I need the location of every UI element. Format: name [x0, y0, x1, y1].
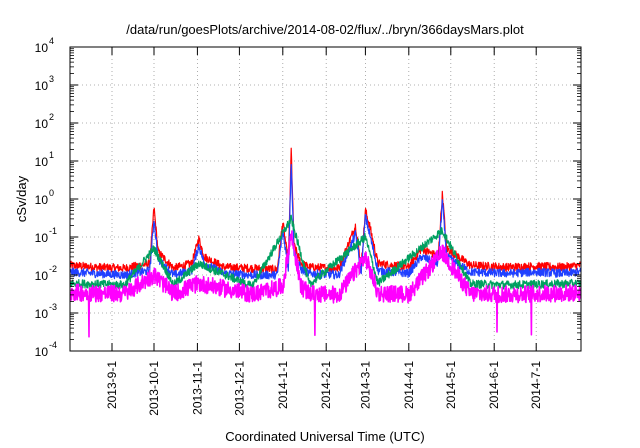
- y-tick-label: 10 0: [35, 188, 54, 207]
- y-tick-base: 10: [35, 79, 49, 93]
- y-tick-exponent: 1: [49, 150, 54, 160]
- y-tick-label: 10 -3: [35, 302, 57, 321]
- grid: [70, 47, 581, 351]
- y-tick-label: 10 2: [35, 112, 54, 131]
- y-tick-exponent: -1: [49, 226, 57, 236]
- axis-ticks: [70, 46, 581, 352]
- y-tick-label: 10 -1: [35, 226, 57, 245]
- y-tick-base: 10: [35, 41, 49, 55]
- y-tick-label: 10 -4: [35, 340, 57, 359]
- y-tick-label: 10 4: [35, 36, 54, 55]
- y-tick-base: 10: [35, 117, 49, 131]
- y-tick-exponent: 4: [49, 36, 54, 46]
- y-tick-base: 10: [35, 155, 49, 169]
- y-tick-label: 10 3: [35, 74, 54, 93]
- x-tick-label: 2014-3-1: [358, 361, 372, 409]
- y-tick-exponent: -3: [49, 302, 57, 312]
- y-tick-base: 10: [35, 307, 49, 321]
- y-tick-base: 10: [35, 345, 49, 359]
- x-tick-label: 2014-5-1: [444, 361, 458, 409]
- y-tick-exponent: 0: [49, 188, 54, 198]
- y-tick-exponent: 3: [49, 74, 54, 84]
- y-tick-base: 10: [35, 193, 49, 207]
- plot-series: [70, 147, 581, 338]
- x-tick-label: 2014-2-1: [319, 361, 333, 409]
- y-tick-exponent: 2: [49, 112, 54, 122]
- series-line: [70, 214, 581, 292]
- x-tick-label: 2014-7-1: [529, 361, 543, 409]
- x-tick-label: 2014-6-1: [487, 361, 501, 409]
- x-tick-label: 2013-9-1: [105, 361, 119, 409]
- series-line: [70, 230, 581, 338]
- y-tick-label: 10 -2: [35, 264, 57, 283]
- chart-title: /data/run/goesPlots/archive/2014-08-02/f…: [126, 22, 524, 37]
- series-line: [70, 147, 581, 274]
- y-tick-label: 10 1: [35, 150, 54, 169]
- x-tick-label: 2013-12-1: [232, 361, 246, 416]
- x-tick-labels: 2013-9-1 2013-10-1 2013-11-1 2013-12-1 2014-…: [105, 361, 543, 416]
- x-axis-label: Coordinated Universal Time (UTC): [225, 429, 424, 444]
- x-tick-label: 2014-4-1: [402, 361, 416, 409]
- x-tick-label: 2013-11-1: [190, 361, 204, 415]
- y-tick-exponent: -2: [49, 264, 57, 274]
- y-axis-label: cSv/day: [14, 175, 29, 222]
- y-tick-exponent: -4: [49, 340, 57, 350]
- y-tick-base: 10: [35, 269, 49, 283]
- y-tick-base: 10: [35, 231, 49, 245]
- x-tick-label: 2013-10-1: [147, 361, 161, 416]
- x-tick-label: 2014-1-1: [276, 361, 290, 409]
